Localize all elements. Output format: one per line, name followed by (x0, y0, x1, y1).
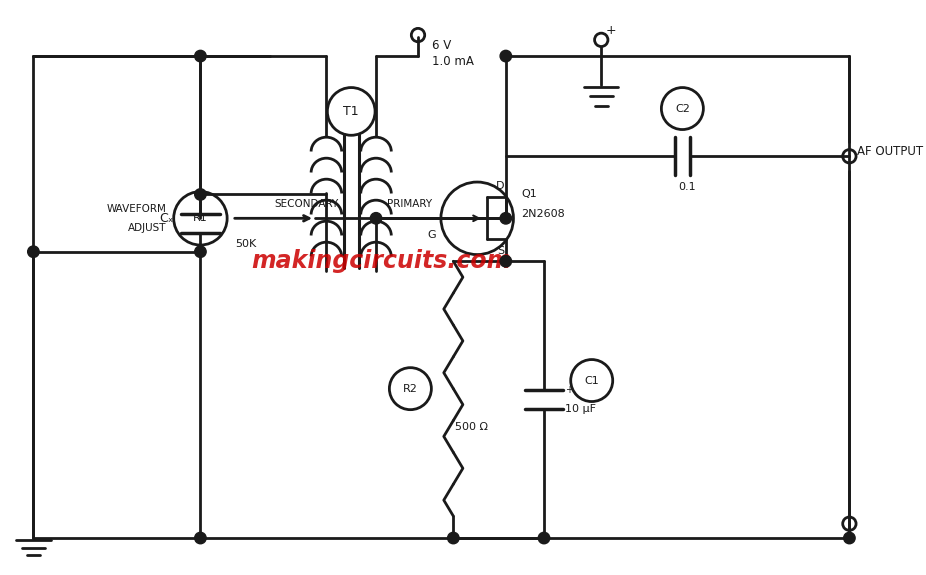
Circle shape (447, 532, 459, 544)
Circle shape (500, 51, 511, 62)
Text: Cₓ: Cₓ (159, 212, 174, 225)
Text: G: G (427, 230, 436, 240)
Circle shape (844, 532, 855, 544)
Text: Q1: Q1 (521, 189, 537, 200)
Text: D: D (495, 181, 504, 191)
Text: C2: C2 (675, 104, 690, 113)
Text: SECONDARY: SECONDARY (274, 199, 338, 209)
Circle shape (500, 255, 511, 267)
Circle shape (370, 213, 382, 224)
Text: C1: C1 (584, 375, 599, 386)
Text: AF OUTPUT: AF OUTPUT (857, 145, 923, 158)
Text: PRIMARY: PRIMARY (387, 199, 432, 209)
Circle shape (194, 246, 206, 258)
Text: 2N2608: 2N2608 (521, 209, 565, 218)
Text: R2: R2 (403, 384, 418, 394)
Text: +: + (565, 385, 573, 395)
Text: ADJUST: ADJUST (128, 223, 166, 233)
Circle shape (194, 189, 206, 200)
Text: 0.1: 0.1 (679, 182, 696, 192)
Text: makingcircuits.com: makingcircuits.com (252, 249, 512, 273)
Text: 500 Ω: 500 Ω (456, 422, 488, 432)
Text: R1: R1 (193, 213, 207, 223)
Text: +: + (606, 24, 617, 37)
Circle shape (500, 213, 511, 224)
Text: 50K: 50K (235, 239, 256, 250)
Circle shape (194, 51, 206, 62)
Circle shape (538, 532, 550, 544)
Text: 10 μF: 10 μF (565, 404, 596, 415)
Text: T1: T1 (344, 105, 359, 118)
Text: S: S (496, 246, 504, 256)
Text: WAVEFORM: WAVEFORM (106, 204, 166, 213)
Circle shape (28, 246, 39, 258)
Circle shape (194, 532, 206, 544)
Text: 6 V
1.0 mA: 6 V 1.0 mA (432, 39, 474, 68)
